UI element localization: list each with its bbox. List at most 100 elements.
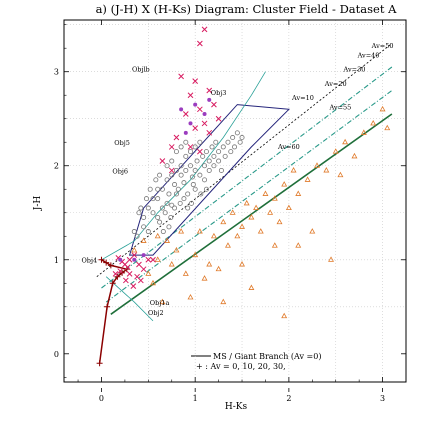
annotation-label: Av=10 xyxy=(291,94,314,102)
extra-points xyxy=(118,97,212,262)
data-point-member xyxy=(181,180,187,186)
x-tick-label: 1 xyxy=(193,394,198,403)
data-point-member xyxy=(202,177,208,183)
data-point-field xyxy=(370,119,377,126)
data-point-field xyxy=(239,261,246,267)
data-point-young xyxy=(197,40,203,47)
data-point-member xyxy=(239,135,245,141)
data-point-young xyxy=(130,283,137,289)
data-point-field xyxy=(182,270,189,276)
data-point-young xyxy=(168,144,175,150)
field-stars xyxy=(131,105,391,319)
data-point-young xyxy=(145,256,152,263)
grid-lines xyxy=(64,20,406,382)
data-point-member xyxy=(197,139,203,145)
data-point-field xyxy=(295,190,302,196)
av-line-upper xyxy=(101,66,393,289)
data-point-extra xyxy=(202,112,207,117)
legend-line-label: MS / Giant Branch (Av =0) xyxy=(213,352,321,361)
data-point-member xyxy=(166,224,172,230)
annotation-label: Av=60 xyxy=(277,143,300,151)
data-point-field xyxy=(285,204,292,211)
data-point-young xyxy=(201,120,208,127)
data-point-member xyxy=(194,158,200,164)
data-point-field xyxy=(351,152,358,159)
data-point-field xyxy=(271,195,278,201)
data-point-member xyxy=(173,149,179,155)
data-point-extra xyxy=(132,257,137,262)
selection-polygon xyxy=(128,104,291,256)
data-point-member xyxy=(202,163,208,169)
data-point-field xyxy=(201,275,208,281)
data-point-extra xyxy=(183,130,188,135)
x-tick-label: 0 xyxy=(99,394,104,403)
data-point-young xyxy=(211,101,217,108)
data-point-member xyxy=(209,144,215,150)
data-point-member xyxy=(187,149,193,155)
data-point-young xyxy=(187,92,194,99)
data-point-av-marker xyxy=(103,259,110,266)
data-point-field xyxy=(323,167,330,173)
data-point-field xyxy=(159,298,166,305)
data-point-field xyxy=(145,270,152,276)
data-point-member xyxy=(178,163,184,169)
data-point-member xyxy=(192,186,198,192)
data-point-field xyxy=(304,176,311,182)
data-point-member xyxy=(157,172,163,178)
data-point-field xyxy=(140,237,147,243)
data-point-young xyxy=(126,271,133,277)
data-point-young xyxy=(206,129,213,136)
annotation-label: Obj2 xyxy=(148,309,164,317)
data-point-field xyxy=(276,218,283,225)
data-point-member xyxy=(164,163,170,169)
data-point-young xyxy=(187,144,194,150)
data-point-field xyxy=(220,298,227,305)
data-point-member xyxy=(213,139,219,145)
data-point-field xyxy=(271,242,278,248)
data-point-member xyxy=(155,214,161,220)
extinction-vector-line xyxy=(101,71,266,261)
data-point-member xyxy=(145,229,151,235)
data-point-member xyxy=(172,182,178,188)
data-point-field xyxy=(253,204,260,211)
data-point-member xyxy=(177,200,183,206)
data-point-field xyxy=(150,279,156,286)
plot-frame xyxy=(63,19,407,383)
data-point-field xyxy=(224,242,231,248)
data-point-field xyxy=(164,237,171,243)
data-point-young xyxy=(136,261,142,268)
y-tick-label: 1 xyxy=(54,256,59,265)
data-point-member xyxy=(150,210,156,216)
annotation-label: Obj3 xyxy=(211,89,227,97)
data-point-extra xyxy=(118,257,123,262)
data-point-field xyxy=(379,105,386,112)
data-point-young xyxy=(159,158,166,164)
data-point-field xyxy=(248,284,255,290)
data-point-member xyxy=(160,229,166,235)
data-point-member xyxy=(147,186,153,192)
data-point-field xyxy=(290,167,297,173)
data-point-member xyxy=(134,233,140,239)
data-point-member xyxy=(155,196,161,202)
data-point-member xyxy=(164,200,170,206)
data-point-av-marker xyxy=(109,280,116,287)
data-point-member xyxy=(159,186,165,192)
annotation-label: Av=20 xyxy=(324,80,347,88)
data-point-field xyxy=(267,209,274,215)
data-point-member xyxy=(234,130,240,136)
data-point-young xyxy=(197,148,203,155)
data-point-field xyxy=(173,246,180,253)
data-point-member xyxy=(218,167,224,173)
data-point-member xyxy=(211,163,217,169)
data-point-member xyxy=(183,153,189,159)
x-tick-label: 3 xyxy=(380,394,385,403)
legend-marker-label: + : Av = 0, 10, 20, 30, xyxy=(196,362,286,371)
data-point-member xyxy=(183,139,189,145)
data-point-member xyxy=(150,196,156,202)
data-point-young xyxy=(173,134,180,141)
leader-line xyxy=(105,276,154,322)
data-point-field xyxy=(248,214,255,220)
data-point-av-marker xyxy=(96,360,103,367)
data-point-member xyxy=(164,177,170,183)
data-point-member xyxy=(220,144,226,150)
